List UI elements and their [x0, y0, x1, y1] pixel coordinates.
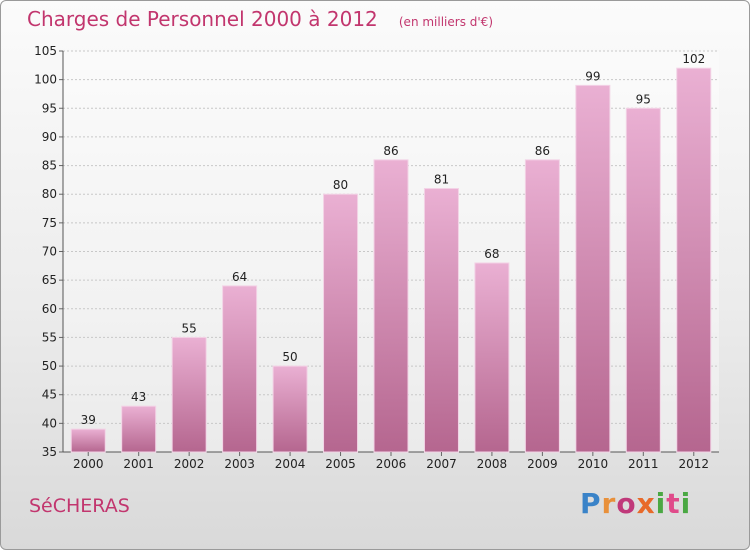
y-tick-label: 90 [42, 130, 57, 144]
y-tick-label: 65 [42, 273, 57, 287]
commune-name: SéCHERAS [29, 495, 130, 517]
bar-value-label: 80 [333, 178, 348, 192]
x-tick-label: 2006 [376, 457, 407, 471]
logo-letter: r [601, 487, 617, 520]
y-tick-label: 85 [42, 159, 57, 173]
y-tick-label: 35 [42, 445, 57, 459]
y-tick-label: 55 [42, 330, 57, 344]
x-tick-label: 2002 [174, 457, 205, 471]
bar [121, 405, 157, 453]
logo-letter: i [655, 487, 667, 520]
bar-value-label: 43 [131, 390, 146, 404]
x-tick-label: 2005 [325, 457, 356, 471]
y-tick-label: 105 [34, 44, 57, 58]
bar [272, 365, 308, 453]
y-tick-label: 70 [42, 245, 57, 259]
bar-value-label: 86 [383, 144, 398, 158]
chart-unit: (en milliers d'€) [398, 15, 493, 29]
x-tick-label: 2009 [527, 457, 558, 471]
bar-value-label: 50 [282, 350, 297, 364]
bar-value-label: 81 [434, 172, 449, 186]
bar [575, 84, 611, 453]
logo-letter: t [666, 487, 681, 520]
bar [625, 107, 661, 453]
y-tick-label: 100 [34, 73, 57, 87]
bar-value-label: 102 [682, 52, 705, 66]
x-tick-label: 2004 [275, 457, 306, 471]
x-tick-label: 2001 [123, 457, 154, 471]
y-tick-label: 45 [42, 388, 57, 402]
y-tick-label: 80 [42, 187, 57, 201]
bar-value-label: 99 [585, 69, 600, 83]
logo-letter: i [680, 487, 692, 520]
chart-header: Charges de Personnel 2000 à 2012 (en mil… [27, 7, 493, 31]
bar-value-label: 86 [535, 144, 550, 158]
bar [423, 187, 459, 453]
x-tick-label: 2011 [628, 457, 659, 471]
bar [222, 285, 258, 453]
bar [171, 336, 207, 453]
x-tick-label: 2000 [73, 457, 104, 471]
bar-value-label: 95 [636, 92, 651, 106]
bar [676, 67, 712, 453]
bar-value-label: 68 [484, 247, 499, 261]
y-tick-label: 40 [42, 416, 57, 430]
bar [373, 159, 409, 453]
x-tick-label: 2008 [477, 457, 508, 471]
y-tick-label: 95 [42, 101, 57, 115]
bar-value-label: 55 [182, 321, 197, 335]
logo-letter: P [580, 487, 602, 520]
y-tick-label: 50 [42, 359, 57, 373]
logo-letter: o [616, 487, 637, 520]
x-tick-label: 2007 [426, 457, 457, 471]
chart-title: Charges de Personnel 2000 à 2012 [27, 7, 378, 31]
x-tick-label: 2003 [224, 457, 255, 471]
y-tick-label: 60 [42, 302, 57, 316]
bar [323, 193, 359, 453]
proxiti-logo[interactable]: Proxiti [580, 487, 691, 520]
bar [524, 159, 560, 453]
bar-value-label: 39 [81, 413, 96, 427]
x-tick-label: 2012 [678, 457, 709, 471]
bar [70, 428, 106, 453]
bar [474, 262, 510, 453]
bar-value-label: 64 [232, 270, 247, 284]
y-tick-label: 75 [42, 216, 57, 230]
x-tick-label: 2010 [578, 457, 609, 471]
logo-letter: x [636, 487, 656, 520]
